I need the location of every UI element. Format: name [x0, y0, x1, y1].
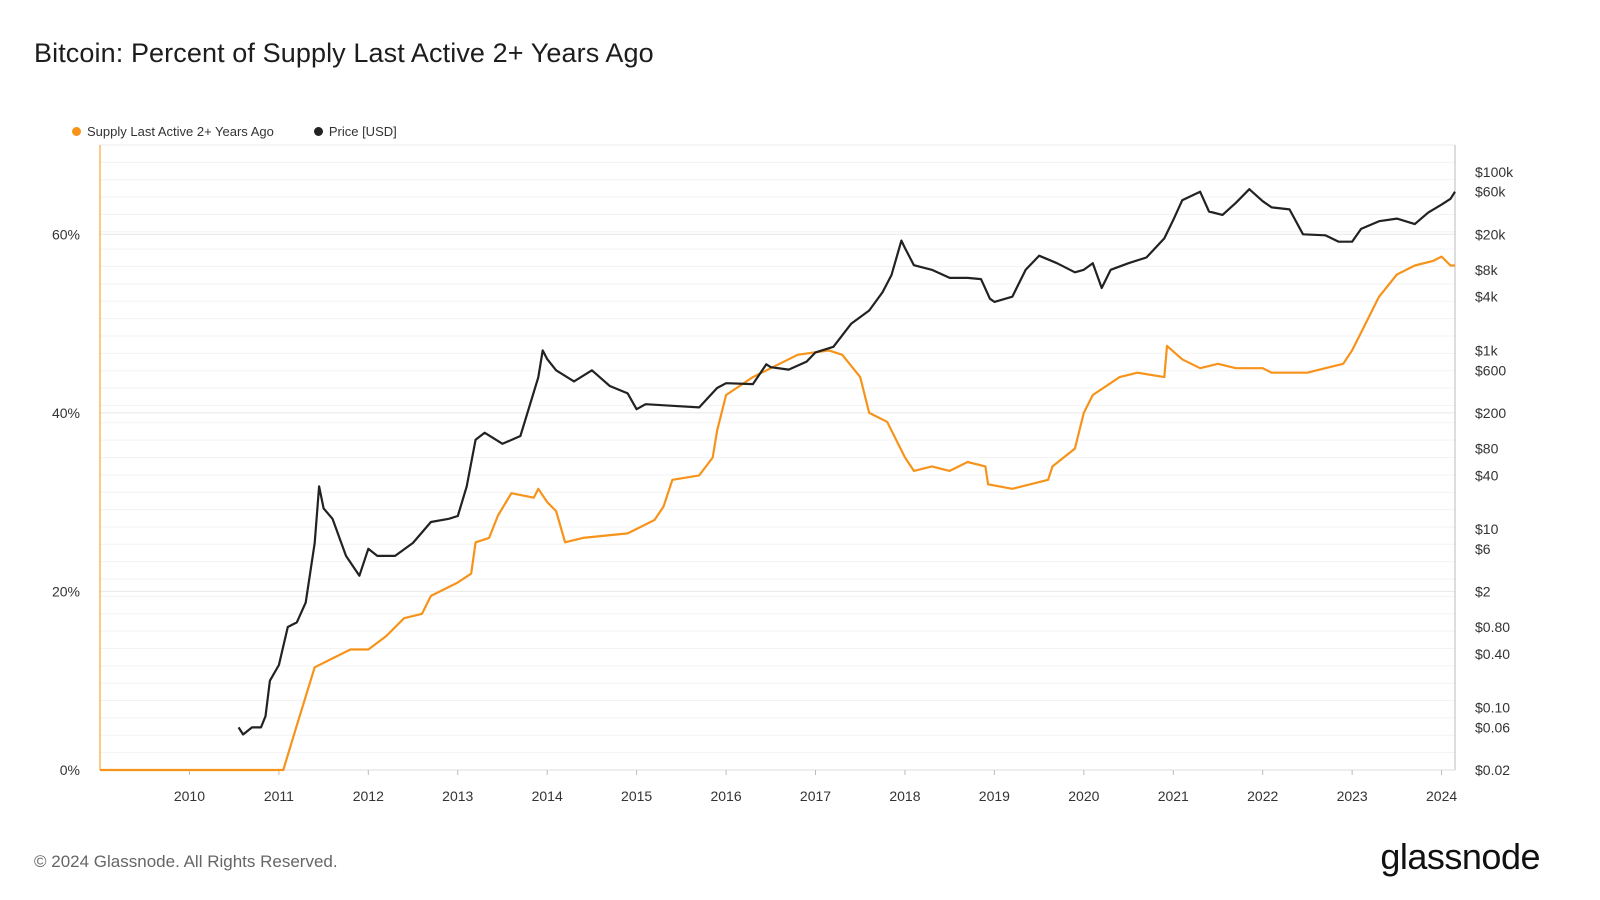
x-tick-label: 2016: [710, 788, 741, 804]
x-tick-label: 2018: [889, 788, 920, 804]
x-tick-label: 2012: [353, 788, 384, 804]
x-tick-label: 2017: [800, 788, 831, 804]
legend-label-supply: Supply Last Active 2+ Years Ago: [87, 124, 274, 139]
legend-item-supply[interactable]: Supply Last Active 2+ Years Ago: [72, 124, 274, 139]
series-line-price: [237, 188, 1456, 736]
x-tick-label: 2014: [532, 788, 563, 804]
grid: [100, 161, 1455, 771]
y-right-tick-label: $0.40: [1475, 646, 1510, 662]
y-right-tick-label: $2: [1475, 583, 1491, 599]
y-right-tick-label: $0.02: [1475, 762, 1510, 778]
y-right-tick-label: $10: [1475, 521, 1499, 537]
series-lines: [100, 188, 1456, 772]
copyright-footer: © 2024 Glassnode. All Rights Reserved.: [34, 852, 338, 871]
y-right-tick-label: $0.06: [1475, 719, 1510, 735]
y-left-tick-label: 60%: [52, 226, 80, 242]
legend: Supply Last Active 2+ Years Ago Price [U…: [72, 124, 397, 139]
chart-title: Bitcoin: Percent of Supply Last Active 2…: [34, 38, 654, 68]
y-right-tick-label: $60k: [1475, 184, 1506, 200]
legend-swatch-supply: [72, 127, 81, 136]
y-right-tick-label: $6: [1475, 541, 1491, 557]
y-left-tick-label: 20%: [52, 583, 80, 599]
y-right-tick-label: $4k: [1475, 289, 1499, 305]
y-left-tick-label: 0%: [60, 762, 80, 778]
y-left-tick-label: 40%: [52, 405, 80, 421]
y-right-tick-label: $20k: [1475, 226, 1506, 242]
legend-swatch-price: [313, 127, 323, 136]
legend-item-price[interactable]: Price [USD]: [313, 124, 397, 139]
x-tick-label: 2015: [621, 788, 652, 804]
x-tick-label: 2010: [174, 788, 205, 804]
x-tick-label: 2023: [1337, 788, 1368, 804]
x-tick-label: 2013: [442, 788, 473, 804]
y-right-tick-label: $600: [1475, 362, 1506, 378]
brand-logo[interactable]: glassnode: [1380, 836, 1540, 877]
x-tick-label: 2022: [1247, 788, 1278, 804]
y-right-tick-label: $0.80: [1475, 619, 1510, 635]
legend-label-price: Price [USD]: [328, 124, 397, 139]
y-right-tick-label: $40: [1475, 467, 1499, 483]
y-right-tick-label: $80: [1475, 440, 1499, 456]
x-tick-label: 2024: [1426, 788, 1457, 804]
x-tick-label: 2019: [979, 788, 1010, 804]
tick-labels: 0% 20% 40% 60% $0.02 $0.06 $0.10 $0.40 $0.80 $2 $6…: [52, 164, 1514, 804]
x-tick-label: 2020: [1068, 788, 1099, 804]
x-tick-label: 2021: [1158, 788, 1189, 804]
y-right-tick-label: $0.10: [1475, 700, 1510, 716]
series-line-supply: [100, 255, 1455, 772]
x-tick-label: 2011: [264, 788, 294, 804]
y-right-tick-label: $8k: [1475, 262, 1499, 278]
y-right-tick-label: $100k: [1475, 164, 1514, 180]
y-right-tick-label: $1k: [1475, 342, 1499, 358]
axes: [99, 144, 1456, 775]
y-right-tick-label: $200: [1475, 405, 1506, 421]
